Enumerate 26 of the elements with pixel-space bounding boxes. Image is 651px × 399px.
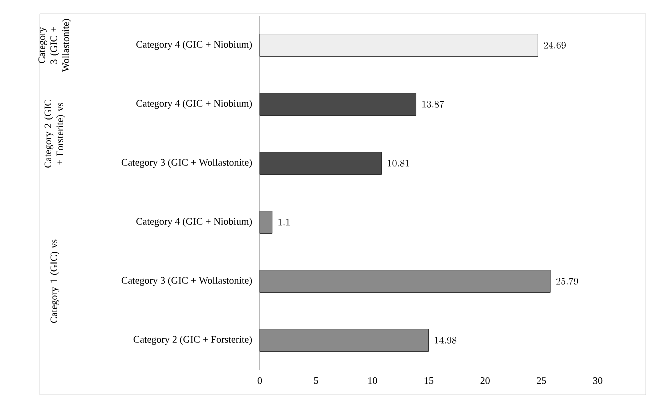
x-tick-label: 30 bbox=[594, 378, 603, 384]
y-tick-label: Category 4 (GIC + Niobium) bbox=[136, 218, 252, 228]
x-tick-label: 10 bbox=[368, 378, 378, 384]
data-label: 1 . 1 bbox=[278, 219, 290, 226]
x-tick-label: 25 bbox=[537, 378, 546, 384]
data-label: 13.87 bbox=[422, 100, 444, 108]
x-tick-label: 15 bbox=[424, 378, 434, 384]
x-tick-label: 20 bbox=[480, 378, 490, 384]
y-tick-label: Category 4 (GIC + Niobium) bbox=[136, 100, 252, 110]
text: Category 3 (GIC + Wollastonite) bbox=[38, 19, 72, 72]
text: Category 2 (GIC + Forsterite) vs bbox=[44, 100, 66, 168]
y-tick-label: Category 3 (GIC + Wollastonite) bbox=[122, 158, 252, 168]
text: Category 1 (GIC) vs bbox=[50, 240, 60, 324]
bar bbox=[260, 211, 273, 234]
bar bbox=[260, 329, 429, 352]
data-label: 10.81 bbox=[388, 160, 410, 167]
y-tick-label: Category 3 (GIC + Wollastonite) bbox=[122, 276, 252, 286]
x-tick-label: 5 bbox=[314, 378, 318, 384]
x-tick-label: 0 bbox=[258, 378, 262, 384]
data-label: 25.79 bbox=[556, 278, 578, 285]
bar bbox=[260, 270, 551, 293]
data-label: 24.69 bbox=[544, 42, 566, 49]
y-tick-label: Category 2 (GIC + Forsterite) bbox=[134, 336, 252, 346]
y-tick-label: Category 4 (GIC + Niobium) bbox=[136, 40, 252, 50]
bar bbox=[260, 34, 538, 57]
data-label: 14.98 bbox=[435, 336, 457, 344]
